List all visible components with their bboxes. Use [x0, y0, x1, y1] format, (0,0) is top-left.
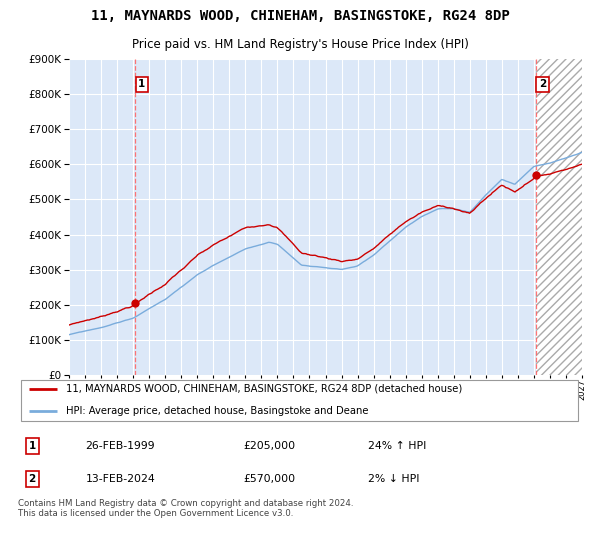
Text: 1: 1	[138, 79, 146, 89]
Bar	[536, 59, 582, 375]
Text: 11, MAYNARDS WOOD, CHINEHAM, BASINGSTOKE, RG24 8DP (detached house): 11, MAYNARDS WOOD, CHINEHAM, BASINGSTOKE…	[66, 384, 462, 394]
Text: Contains HM Land Registry data © Crown copyright and database right 2024.
This d: Contains HM Land Registry data © Crown c…	[18, 498, 353, 518]
Text: 2% ↓ HPI: 2% ↓ HPI	[368, 474, 419, 484]
Text: 1: 1	[28, 441, 36, 451]
Text: 24% ↑ HPI: 24% ↑ HPI	[368, 441, 426, 451]
Text: Price paid vs. HM Land Registry's House Price Index (HPI): Price paid vs. HM Land Registry's House …	[131, 38, 469, 51]
Text: HPI: Average price, detached house, Basingstoke and Deane: HPI: Average price, detached house, Basi…	[66, 406, 368, 416]
Text: 26-FEB-1999: 26-FEB-1999	[86, 441, 155, 451]
Text: 2: 2	[28, 474, 36, 484]
Text: 11, MAYNARDS WOOD, CHINEHAM, BASINGSTOKE, RG24 8DP: 11, MAYNARDS WOOD, CHINEHAM, BASINGSTOKE…	[91, 9, 509, 23]
Text: 13-FEB-2024: 13-FEB-2024	[86, 474, 155, 484]
FancyBboxPatch shape	[21, 380, 578, 421]
Text: 2: 2	[539, 79, 546, 89]
Text: £570,000: £570,000	[244, 474, 296, 484]
Text: £205,000: £205,000	[244, 441, 296, 451]
